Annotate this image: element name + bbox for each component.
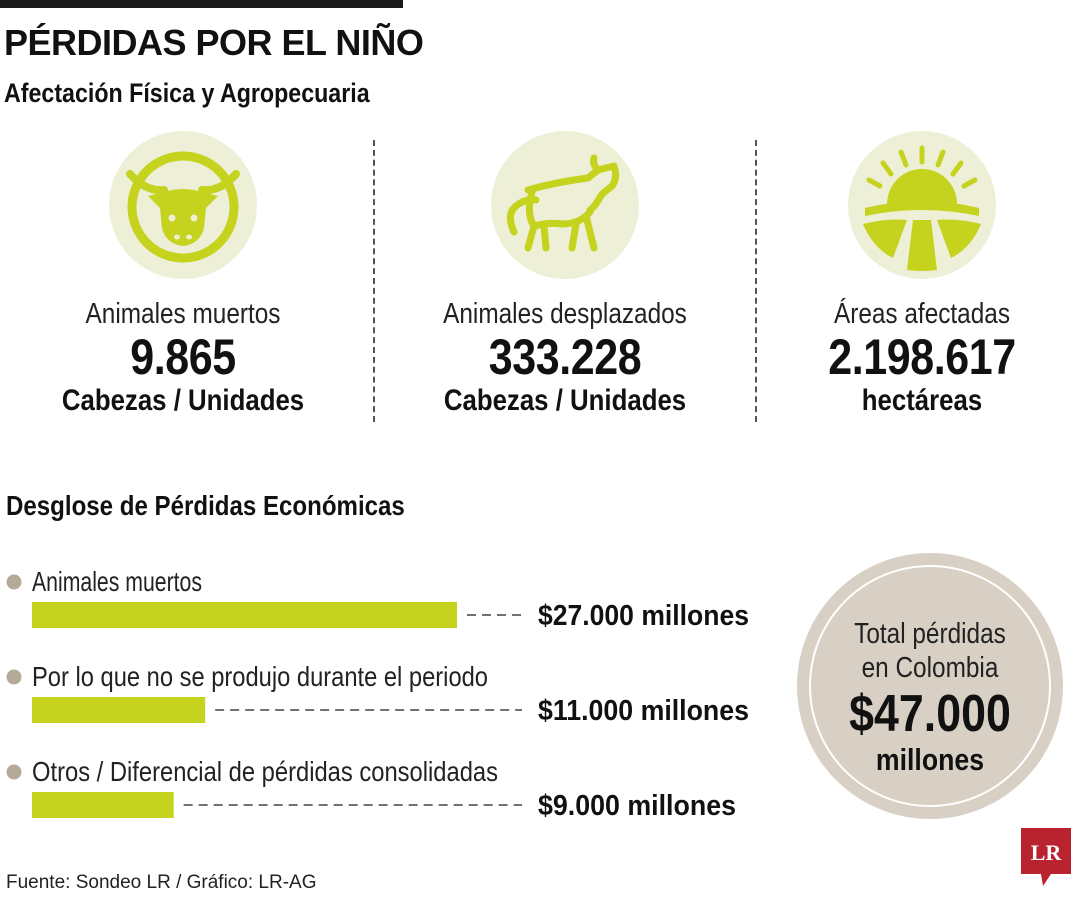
stat-value: 2.198.617	[828, 329, 1016, 385]
bar-category-label: Animales muertos	[32, 566, 202, 597]
stat-value: 333.228	[488, 329, 642, 385]
page-title: PÉRDIDAS POR EL NIÑO	[4, 22, 424, 63]
stat-unit: Cabezas / Unidades	[443, 384, 687, 417]
bar-category-label: Por lo que no se produjo durante el peri…	[32, 661, 488, 692]
total-unit: millones	[875, 742, 985, 777]
stat-dead-animals: Animales muertos 9.865 Cabezas / Unidade…	[13, 130, 353, 418]
sun-over-fields-icon	[848, 131, 996, 279]
stat-label: Animales desplazados	[443, 298, 687, 330]
bar	[32, 602, 457, 628]
svg-text:LR: LR	[1031, 840, 1063, 865]
top-rule	[0, 0, 403, 8]
total-label-line2: en Colombia	[861, 652, 999, 684]
bullet-dot	[6, 669, 22, 685]
cow-head-icon	[109, 131, 257, 279]
total-label-line1: Total pérdidas	[854, 618, 1006, 650]
stat-affected-areas: Áreas afectadas 2.198.617 hectáreas	[752, 130, 1080, 418]
bar-value-label: $9.000 millones	[538, 790, 736, 822]
stat-divider	[373, 140, 375, 422]
bullet-dot	[6, 574, 22, 590]
bullet-dot	[6, 764, 22, 780]
walking-animal-icon	[491, 131, 639, 279]
bar	[32, 792, 174, 818]
stat-unit: hectáreas	[861, 384, 983, 417]
bar-category-label: Otros / Diferencial de pérdidas consolid…	[32, 756, 498, 787]
lr-logo: LR	[1021, 828, 1071, 886]
stat-unit: Cabezas / Unidades	[61, 384, 305, 417]
stat-label: Animales muertos	[85, 298, 281, 330]
losses-bar-chart: Animales muertos $27.000 millones Por lo q…	[6, 566, 749, 822]
bar	[32, 697, 206, 723]
total-losses-circle: Total pérdidas en Colombia $47.000 millo…	[797, 553, 1063, 819]
total-value: $47.000	[849, 685, 1011, 743]
total-losses-inner: Total pérdidas en Colombia $47.000 millo…	[809, 565, 1051, 807]
bar-value-label: $27.000 millones	[538, 600, 749, 632]
page-subtitle: Afectación Física y Agropecuaria	[4, 78, 370, 108]
stat-value: 9.865	[130, 329, 236, 385]
bar-value-label: $11.000 millones	[538, 695, 749, 727]
stat-label: Áreas afectadas	[833, 298, 1011, 330]
stat-displaced-animals: Animales desplazados 333.228 Cabezas / U…	[395, 130, 735, 418]
stat-divider	[755, 140, 757, 422]
source-note: Fuente: Sondeo LR / Gráfico: LR-AG	[6, 872, 317, 893]
breakdown-title: Desglose de Pérdidas Económicas	[6, 490, 405, 521]
